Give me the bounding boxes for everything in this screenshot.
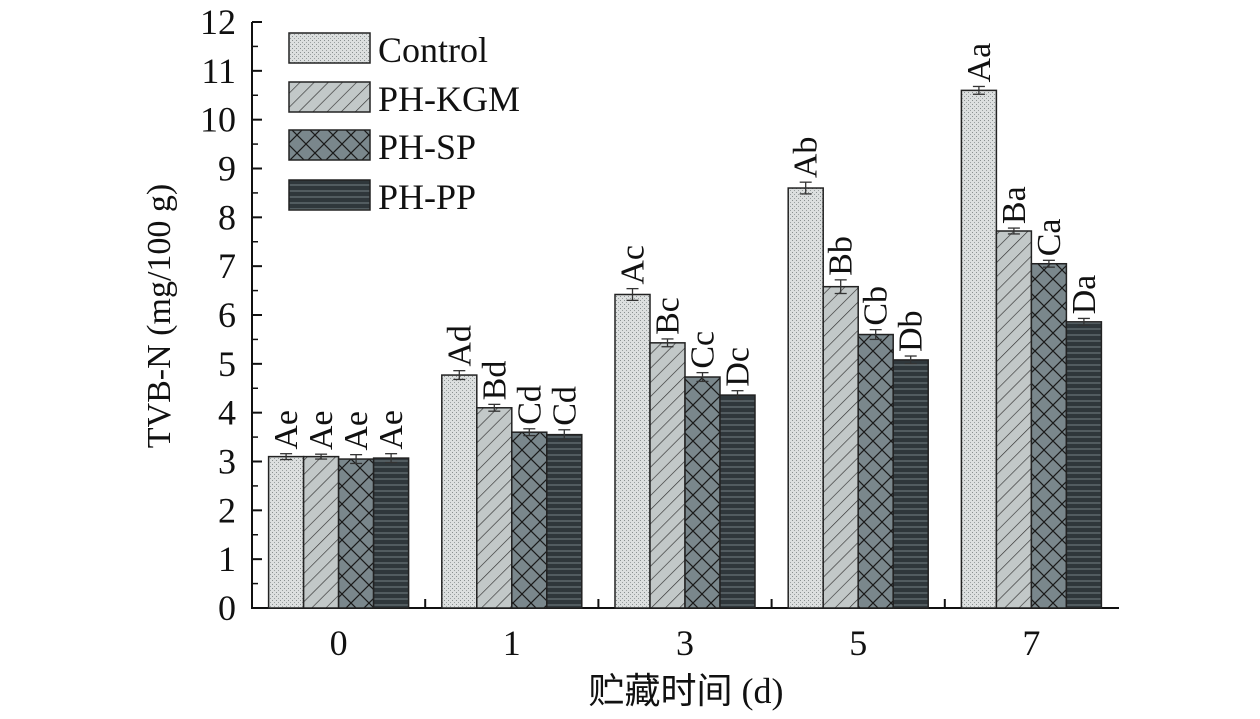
x-tick-label: 1	[503, 623, 521, 663]
legend-label-control: Control	[378, 30, 488, 70]
data-label: Ba	[996, 186, 1033, 224]
data-label: Dc	[720, 347, 757, 387]
data-label: Aa	[961, 43, 998, 83]
data-label: Cc	[685, 331, 722, 369]
legend-item-control: Control	[288, 30, 488, 70]
x-tick-label: 7	[1022, 623, 1040, 663]
bar-ph-sp-1	[511, 431, 548, 609]
y-tick-label: 3	[218, 442, 236, 482]
data-label: Bd	[476, 361, 513, 401]
x-axis-label: 贮藏时间 (d)	[589, 671, 784, 711]
x-ticks: 0 1 3 5 7	[330, 599, 1040, 663]
y-tick-label: 0	[218, 588, 236, 628]
legend-item-ph-sp: PH-SP	[288, 127, 476, 167]
bar-ph-pp-1	[546, 433, 583, 609]
data-label: Cb	[858, 286, 895, 326]
x-tick-label: 3	[676, 623, 694, 663]
bar-ph-kgm-5	[822, 285, 859, 609]
data-label: Bc	[650, 297, 687, 335]
y-tick-label: 12	[200, 2, 236, 42]
data-label: Ac	[615, 245, 652, 285]
bar-ph-sp-3	[684, 376, 721, 609]
y-tick-label: 11	[201, 51, 236, 91]
y-tick-label: 8	[218, 197, 236, 237]
y-tick-label: 2	[218, 490, 236, 530]
data-label: Db	[893, 310, 930, 352]
data-label: Ae	[268, 410, 305, 450]
legend: Control PH-KGM PH-SP PH-PP	[288, 30, 520, 217]
legend-label-ph-pp: PH-PP	[378, 177, 476, 217]
y-tick-label: 6	[218, 295, 236, 335]
bar-ph-sp-0	[337, 458, 375, 609]
y-tick-label: 7	[218, 246, 236, 286]
bar-ph-pp-3	[719, 394, 756, 609]
data-label: Da	[1066, 275, 1103, 315]
data-label: Bb	[823, 236, 860, 276]
legend-swatch-control	[288, 32, 371, 64]
data-label: Cd	[546, 386, 583, 426]
legend-swatch-ph-pp	[288, 179, 371, 211]
data-label: Ae	[373, 410, 410, 450]
bar-ph-kgm-1	[476, 407, 513, 609]
x-tick-label: 0	[330, 623, 348, 663]
legend-label-ph-sp: PH-SP	[378, 127, 476, 167]
bar-ph-sp-7	[1030, 262, 1068, 609]
bar-ph-kgm-7	[995, 230, 1033, 609]
bar-control-5	[787, 187, 824, 609]
legend-label-ph-kgm: PH-KGM	[378, 79, 520, 119]
data-label: Ae	[338, 411, 375, 451]
bar-control-1	[441, 374, 478, 609]
bar-ph-sp-5	[857, 333, 894, 609]
bar-control-7	[960, 89, 998, 609]
legend-item-ph-kgm: PH-KGM	[288, 79, 520, 119]
data-label: Cd	[511, 385, 548, 425]
y-tick-label: 10	[200, 100, 236, 140]
bar-ph-pp-0	[372, 457, 410, 609]
bar-ph-kgm-3	[649, 342, 686, 609]
legend-swatch-ph-kgm	[288, 81, 371, 113]
legend-item-ph-pp: PH-PP	[288, 177, 476, 217]
y-tick-label: 9	[218, 149, 236, 189]
y-tick-label: 1	[218, 539, 236, 579]
x-tick-label: 5	[849, 623, 867, 663]
data-label: Ad	[441, 325, 478, 367]
bar-control-0	[267, 455, 305, 609]
y-tick-label: 4	[218, 393, 236, 433]
legend-swatch-ph-sp	[288, 129, 371, 161]
bar-ph-pp-7	[1065, 321, 1103, 609]
y-tick-label: 5	[218, 344, 236, 384]
bar-control-3	[614, 293, 651, 609]
data-label: Ab	[788, 137, 825, 179]
bar-ph-kgm-0	[302, 455, 340, 609]
y-axis-label: TVB-N (mg/100 g)	[141, 184, 178, 448]
bar-ph-pp-5	[892, 359, 929, 609]
data-label: Ae	[303, 411, 340, 451]
data-label: Ca	[1031, 219, 1068, 257]
